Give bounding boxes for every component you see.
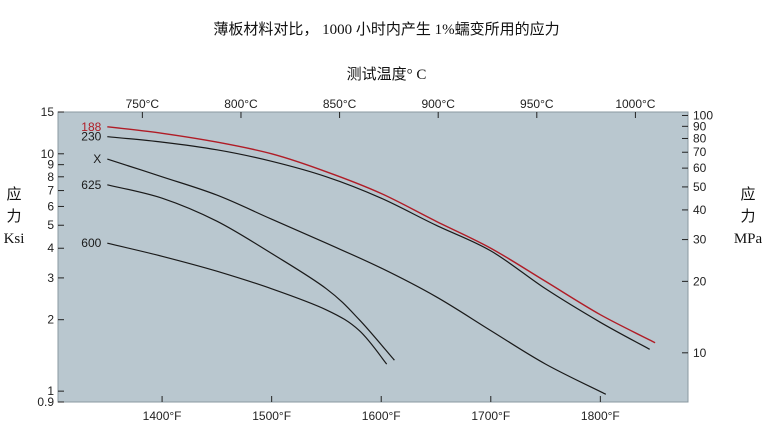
chart-subtitle: 测试温度° C <box>346 67 427 83</box>
left-tick-label: 9 <box>47 158 54 172</box>
series-line-x <box>107 158 607 395</box>
plot-area <box>57 111 689 403</box>
right-tick-label: 20 <box>693 274 707 288</box>
left-tick-label: 0.9 <box>37 395 54 409</box>
bottom-tick-label: 1500°F <box>252 409 291 423</box>
left-axis-label-line1: 应 <box>6 187 22 203</box>
series-label-230: 230 <box>81 130 101 144</box>
left-axis-unit: Ksi <box>3 231 25 247</box>
right-axis-unit: MPa <box>733 231 763 247</box>
top-tick-label: 900°C <box>421 97 455 111</box>
left-tick-label: 5 <box>47 218 54 232</box>
right-tick-label: 100 <box>693 108 713 122</box>
bottom-axis: 1400°F 1500°F 1600°F 1700°F 1800°F <box>143 396 620 423</box>
chart-title: 薄板材料对比， 1000 小时内产生 1%蠕变所用的应力 <box>213 22 560 38</box>
left-tick-label: 4 <box>47 241 54 255</box>
bottom-tick-label: 1400°F <box>143 409 182 423</box>
bottom-tick-label: 1600°F <box>362 409 401 423</box>
top-tick-label: 850°C <box>323 97 357 111</box>
right-tick-label: 60 <box>693 161 707 175</box>
left-axis-label-line2: 力 <box>6 209 22 225</box>
top-tick-label: 1000°C <box>615 97 655 111</box>
series-label-600: 600 <box>81 236 101 250</box>
left-tick-label: 6 <box>47 199 54 213</box>
bottom-tick-label: 1800°F <box>581 409 620 423</box>
left-tick-label: 8 <box>47 170 54 184</box>
right-axis-label: 应 力 MPa <box>722 184 773 250</box>
left-tick-label: 15 <box>41 105 55 119</box>
right-tick-label: 80 <box>693 131 707 145</box>
series-line-600 <box>107 242 388 365</box>
bottom-tick-label: 1700°F <box>471 409 510 423</box>
left-tick-label: 1 <box>47 384 54 398</box>
top-tick-label: 950°C <box>520 97 554 111</box>
right-axis-label-line2: 力 <box>740 209 756 225</box>
series-label-188: 188 <box>81 120 101 134</box>
series-label-625: 625 <box>81 178 101 192</box>
right-tick-label: 40 <box>693 203 707 217</box>
right-tick-label: 10 <box>693 346 707 360</box>
series-lines <box>107 126 656 395</box>
series-line-188 <box>107 126 656 344</box>
top-tick-label: 800°C <box>224 97 258 111</box>
left-tick-label: 7 <box>47 184 54 198</box>
series-line-230 <box>107 136 650 350</box>
top-axis: 750°C 800°C 850°C 900°C 950°C 1000°C <box>126 97 656 118</box>
left-axis-label: 应 力 Ksi <box>0 184 28 250</box>
right-axis-label-line1: 应 <box>740 187 756 203</box>
left-tick-label: 3 <box>47 271 54 285</box>
left-tick-label: 2 <box>47 313 54 327</box>
right-tick-label: 30 <box>693 233 707 247</box>
right-tick-label: 50 <box>693 180 707 194</box>
top-tick-label: 750°C <box>126 97 160 111</box>
right-tick-label: 90 <box>693 119 707 133</box>
series-label-x: X <box>93 152 101 166</box>
right-tick-label: 70 <box>693 145 707 159</box>
series-line-625 <box>107 184 395 361</box>
left-tick-label: 10 <box>41 147 55 161</box>
